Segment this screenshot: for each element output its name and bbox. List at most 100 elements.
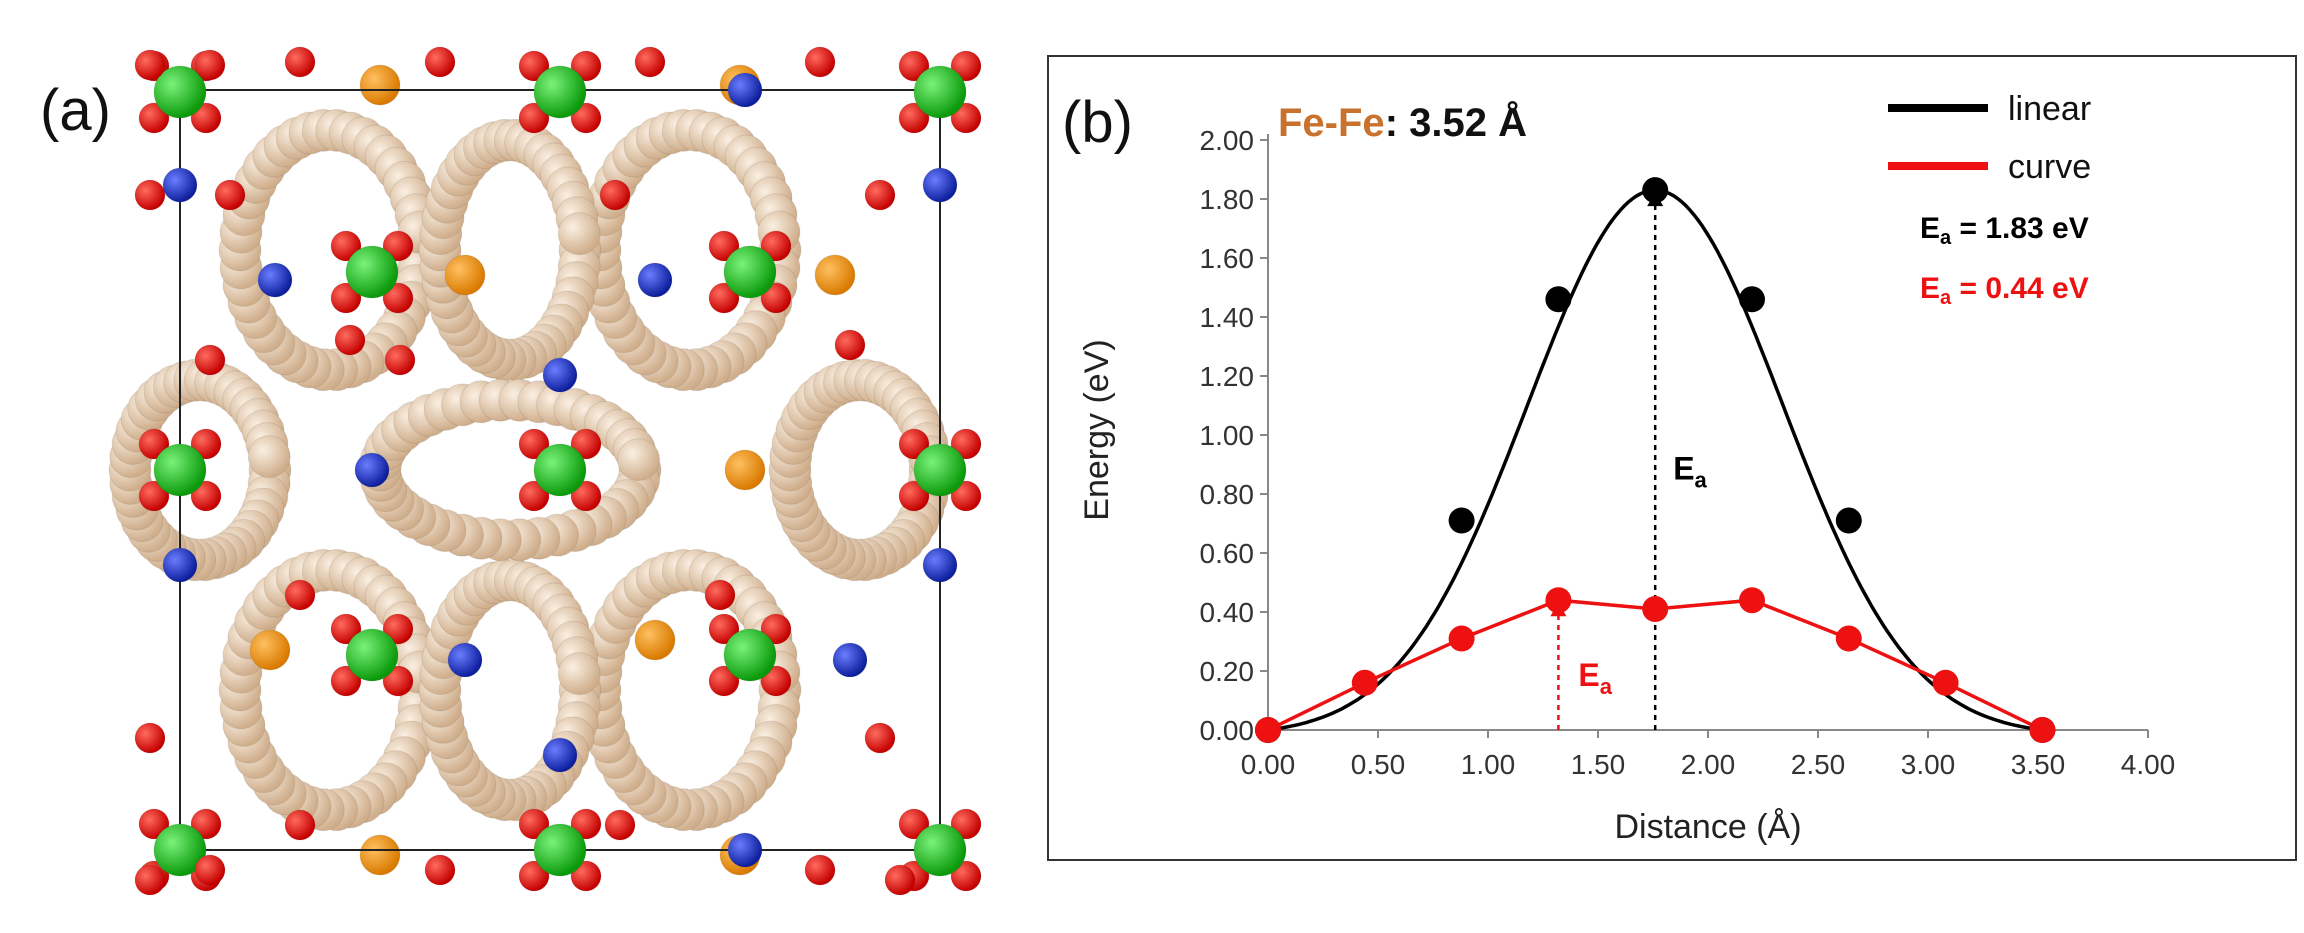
oxygen-atom (950, 428, 982, 460)
x-axis-label: Distance (Å) (1614, 808, 1801, 846)
green-atom (533, 443, 587, 497)
oxygen-atom (898, 50, 930, 82)
y-tick-label: 0.00 (1200, 715, 1255, 746)
blue-atom (162, 167, 198, 203)
y-tick-label: 0.20 (1200, 656, 1255, 687)
oxygen-atom (950, 50, 982, 82)
point-linear (1642, 177, 1669, 204)
oxygen-atom (760, 613, 792, 645)
oxygen-atom (708, 613, 740, 645)
green-atom (723, 245, 777, 299)
oxygen-atom (190, 808, 222, 840)
point-curve (1255, 717, 1281, 743)
blue-atom (727, 72, 763, 108)
oxygen-atom (950, 102, 982, 134)
point-linear (1448, 507, 1475, 534)
blue-atom (542, 357, 578, 393)
x-tick-label: 1.50 (1571, 749, 1626, 780)
orange-atom (359, 834, 401, 876)
oxygen-atom (570, 50, 602, 82)
oxygen-atom (382, 665, 414, 697)
x-tick-label: 2.00 (1681, 749, 1736, 780)
green-atom (345, 628, 399, 682)
oxygen-atom (950, 860, 982, 892)
legend-label-curve: curve (2008, 148, 2091, 186)
oxygen-atom (384, 344, 416, 376)
green-atom (913, 65, 967, 119)
oxygen-atom (518, 102, 550, 134)
point-curve (1642, 596, 1669, 623)
oxygen-atom (330, 282, 362, 314)
oxygen-atom (898, 428, 930, 460)
x-tick-label: 0.00 (1241, 749, 1296, 780)
blue-atom (922, 547, 958, 583)
point-curve (1835, 625, 1862, 652)
oxygen-atom (138, 480, 170, 512)
oxygen-atom (382, 282, 414, 314)
point-curve (1932, 669, 1959, 696)
oxygen-atom (424, 46, 456, 78)
oxygen-atom (214, 179, 246, 211)
point-linear (1739, 286, 1765, 313)
oxygen-atom (138, 102, 170, 134)
tick-labels: 0.00 0.50 1.00 1.50 2.00 2.50 3.00 3.50 4.00 0.00… (1200, 125, 2176, 780)
oxygen-atom (760, 665, 792, 697)
oxygen-atom (804, 854, 836, 886)
oxygen-atom (424, 854, 456, 886)
arrows: Ea Ea (1550, 192, 1708, 730)
oxygen-atom (134, 864, 166, 896)
oxygen-atom (190, 102, 222, 134)
oxygen-atom (518, 50, 550, 82)
oxygen-atom (570, 808, 602, 840)
oxygen-atom (330, 230, 362, 262)
oxygen-atom (864, 722, 896, 754)
chart-title: Fe-Fe: 3.52 Å (1278, 100, 1527, 145)
x-tick-label: 3.00 (1901, 749, 1956, 780)
annotation-1: Ea = 0.44 eV (1920, 272, 2089, 309)
crystal-structure-image: (a) (40, 46, 982, 896)
oxygen-atom (708, 282, 740, 314)
green-atom (533, 65, 587, 119)
title-sep: : (1385, 101, 1409, 145)
orange-atom (444, 254, 486, 296)
oxygen-atom (134, 722, 166, 754)
green-atom (153, 65, 207, 119)
oxygen-atom (570, 860, 602, 892)
oxygen-atom (898, 102, 930, 134)
point-curve (1739, 587, 1765, 614)
y-tick-label: 1.40 (1200, 302, 1255, 333)
arrow-label-1: Ea (1578, 657, 1612, 699)
orange-atom (724, 449, 766, 491)
green-atom (153, 823, 207, 877)
oxygen-atom (190, 480, 222, 512)
point-linear (1545, 286, 1572, 313)
framework-atoms (108, 64, 961, 876)
oxygen-atom (634, 46, 666, 78)
oxygen-atom (518, 860, 550, 892)
arrow-label-0: Ea (1673, 450, 1707, 492)
blue-atom (542, 737, 578, 773)
green-atom (345, 245, 399, 299)
oxygen-atom (950, 480, 982, 512)
oxygen-atom (382, 230, 414, 262)
point-curve (1545, 587, 1572, 614)
green-atom (913, 443, 967, 497)
y-tick-label: 2.00 (1200, 125, 1255, 156)
oxygen-atom (760, 282, 792, 314)
blue-atom (447, 642, 483, 678)
oxygen-atom (708, 665, 740, 697)
framework-atom (557, 212, 601, 256)
oxygen-atom (194, 854, 226, 886)
blue-atom (727, 832, 763, 868)
y-tick-label: 0.40 (1200, 597, 1255, 628)
oxygen-atom (604, 809, 636, 841)
oxygen-atom (518, 808, 550, 840)
x-tick-label: 2.50 (1791, 749, 1846, 780)
blue-atom (637, 262, 673, 298)
point-curve (1448, 625, 1475, 652)
framework-atom (617, 438, 661, 482)
oxygen-atom (570, 428, 602, 460)
y-tick-label: 1.80 (1200, 184, 1255, 215)
annotations: Ea = 1.83 eV Ea = 0.44 eV (1920, 212, 2089, 309)
title-prefix: Fe-Fe (1278, 101, 1385, 145)
